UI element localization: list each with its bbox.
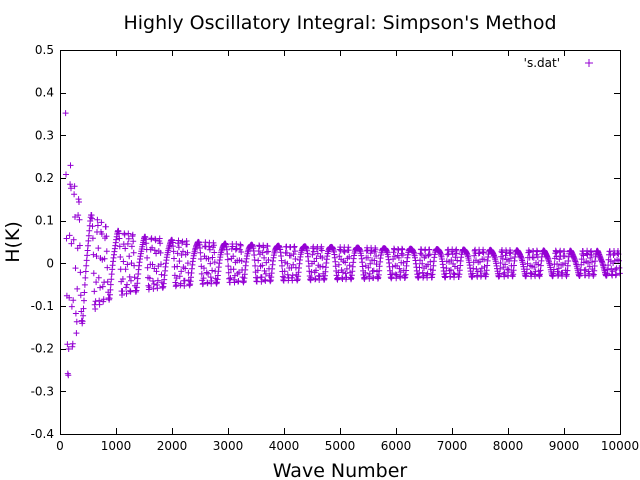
y-tick-label: -0.4 <box>31 427 54 441</box>
x-tick-label: 7000 <box>437 439 468 453</box>
legend-marker <box>585 59 593 67</box>
x-tick-label: 9000 <box>549 439 580 453</box>
plot-area: 0 1000 2000 3000 4000 5000 6000 7000 8000 9000 100… <box>31 43 640 453</box>
scatter-point <box>62 110 623 379</box>
y-tick-label: -0.1 <box>31 299 54 313</box>
x-tick-label: 6000 <box>381 439 412 453</box>
legend: 's.dat' <box>524 56 593 70</box>
legend-label: 's.dat' <box>524 56 560 70</box>
chart-title: Highly Oscillatory Integral: Simpson's M… <box>123 12 556 34</box>
x-tick-label: 2000 <box>157 439 188 453</box>
y-tick-label: 0 <box>46 256 54 270</box>
y-tick-label: 0.1 <box>35 214 54 228</box>
y-tick-label: -0.2 <box>31 342 54 356</box>
legend-plus-marker <box>585 59 593 67</box>
data-points <box>62 110 623 379</box>
y-tick-label: 0.4 <box>35 86 54 100</box>
x-tick-label: 8000 <box>493 439 524 453</box>
y-tick-label: 0.2 <box>35 171 54 185</box>
x-axis-title: Wave Number <box>273 460 408 480</box>
x-tick-label: 10000 <box>601 439 639 453</box>
y-tick-label: 0.5 <box>35 43 54 57</box>
x-axis-ticks: 0 1000 2000 3000 4000 5000 6000 7000 8000 9000 100… <box>56 50 639 453</box>
x-tick-label: 3000 <box>213 439 244 453</box>
x-tick-label: 1000 <box>101 439 132 453</box>
y-tick-label: -0.3 <box>31 384 54 398</box>
x-tick-label: 0 <box>56 439 64 453</box>
y-axis-ticks: -0.4 -0.3 -0.2 -0.1 0 0.1 0.2 0.3 0.4 0.5 <box>31 43 620 441</box>
y-tick-label: 0.3 <box>35 128 54 142</box>
x-tick-label: 4000 <box>269 439 300 453</box>
y-axis-title: H(K) <box>2 221 24 263</box>
x-tick-label: 5000 <box>325 439 356 453</box>
